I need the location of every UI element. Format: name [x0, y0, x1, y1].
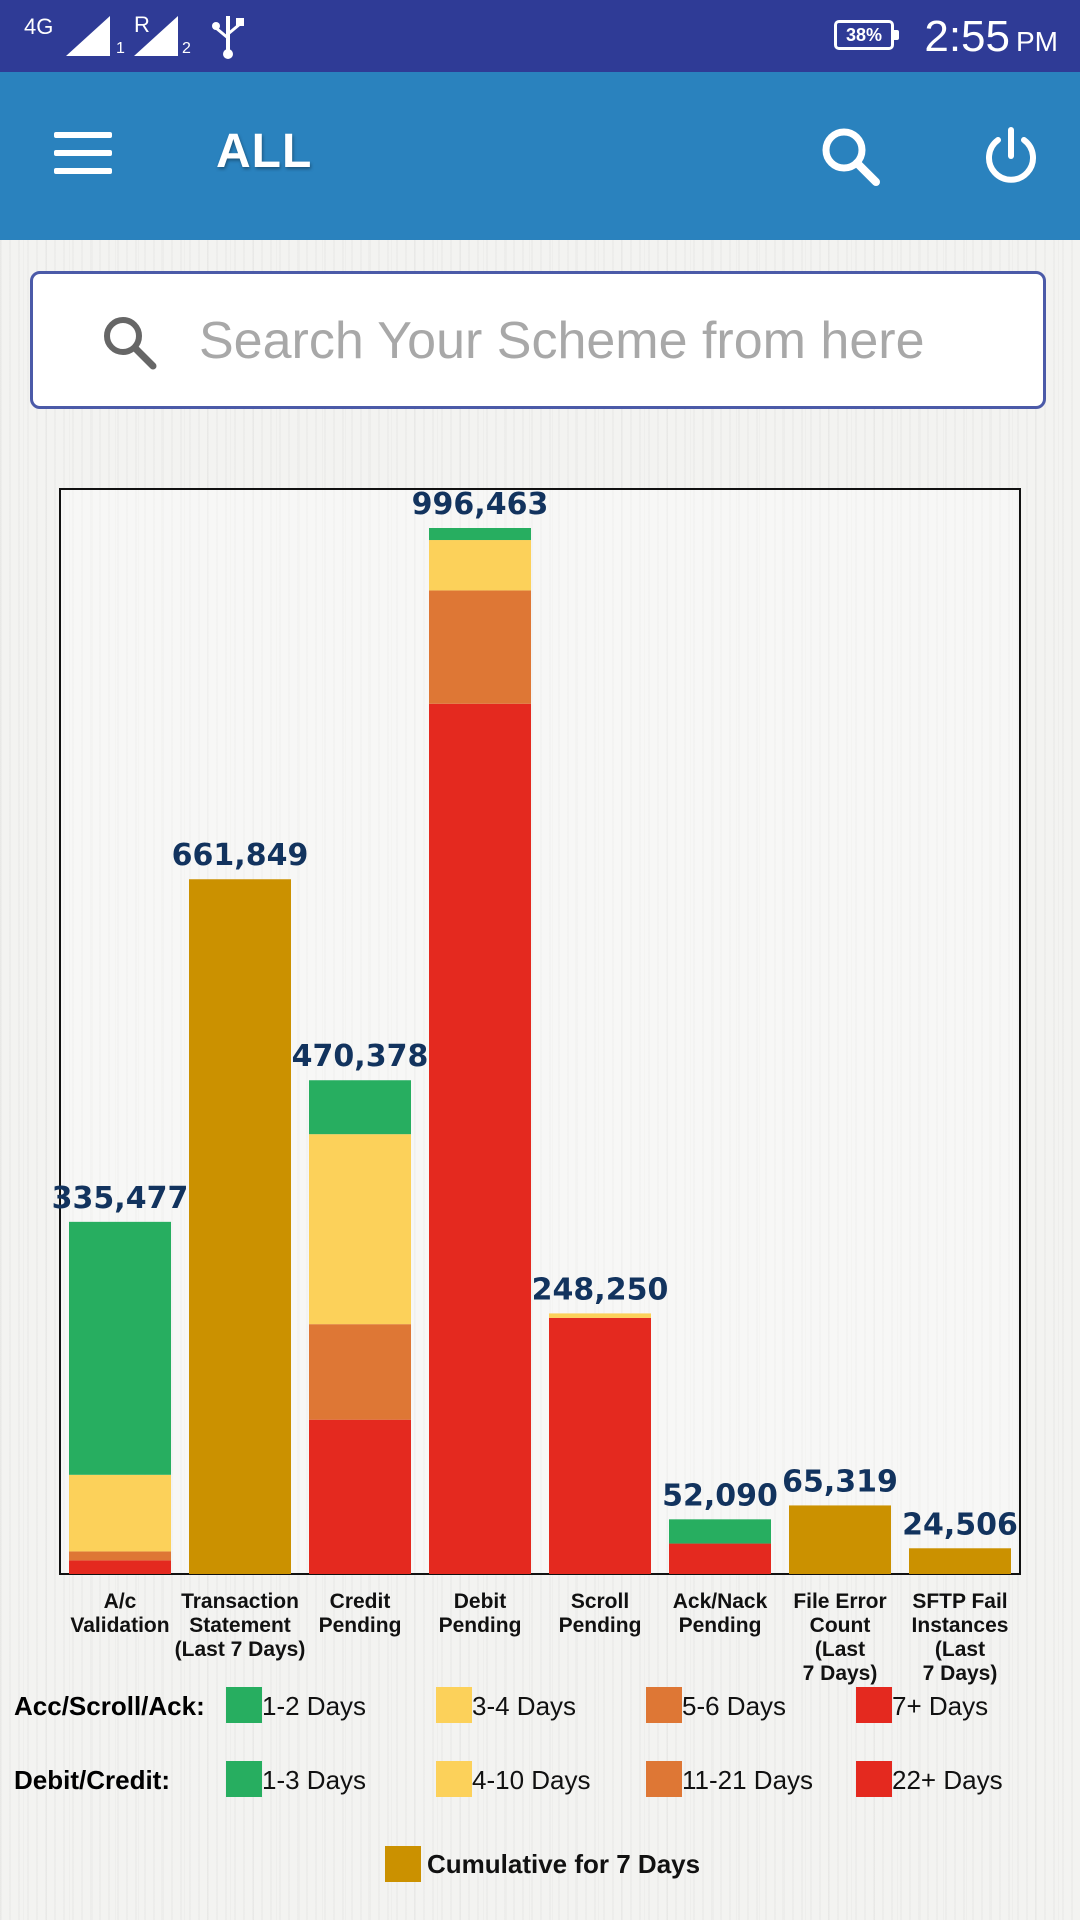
signal-sim1-icon	[66, 16, 110, 56]
bar-total-label: 996,463	[412, 487, 549, 522]
bar-segment-2-2[interactable]	[309, 1134, 411, 1325]
bar-segment-4-0[interactable]	[549, 1317, 651, 1574]
battery-icon: 38%	[834, 20, 899, 50]
bar-segment-3-1[interactable]	[429, 590, 531, 704]
bar-segment-2-3[interactable]	[309, 1080, 411, 1135]
power-icon[interactable]	[976, 122, 1046, 192]
legend-label: 22+ Days	[892, 1765, 1003, 1795]
category-label: 7 Days)	[923, 1662, 998, 1685]
app-bar: ALL	[0, 72, 1080, 240]
bar-total-label: 248,250	[532, 1272, 669, 1307]
legend-label: 1-2 Days	[262, 1691, 367, 1721]
category-label: Count	[810, 1614, 871, 1637]
bar-segment-3-0[interactable]	[429, 703, 531, 1574]
legend-swatch	[226, 1687, 262, 1723]
bar-segment-2-1[interactable]	[309, 1324, 411, 1420]
clock-ampm: PM	[1016, 26, 1058, 57]
category-label: 7 Days)	[803, 1662, 878, 1685]
bar-segment-4-1[interactable]	[549, 1313, 651, 1318]
scheme-search-input[interactable]	[197, 296, 1021, 386]
usb-icon	[212, 16, 244, 59]
category-label: Validation	[70, 1614, 169, 1637]
category-label: Ack/Nack	[673, 1590, 768, 1613]
category-label: Pending	[439, 1614, 522, 1637]
category-label: Scroll	[571, 1590, 629, 1613]
bar-total-label: 335,477	[52, 1181, 189, 1216]
search-field-icon	[104, 317, 157, 370]
legend-swatch	[856, 1687, 892, 1723]
legend-swatch	[856, 1761, 892, 1797]
sim2-label: 2	[182, 40, 191, 57]
roaming-label: R	[134, 12, 150, 37]
signal-sim2-icon	[134, 16, 178, 56]
legend-label: 1-3 Days	[262, 1765, 367, 1795]
category-label: Credit	[330, 1590, 391, 1613]
pending-chart: 335,477 A/c Validation 661,849 Transaction St…	[0, 480, 1080, 1920]
legend-label: 3-4 Days	[472, 1691, 577, 1721]
bar-segment-5-1[interactable]	[669, 1519, 771, 1544]
legend-group-title: Debit/Credit:	[14, 1765, 170, 1795]
category-label: Transaction	[181, 1590, 299, 1613]
bar-segment-7-0[interactable]	[909, 1548, 1011, 1574]
legend-label: 11-21 Days	[682, 1765, 814, 1795]
legend-swatch	[436, 1687, 472, 1723]
bar-segment-3-3[interactable]	[429, 528, 531, 541]
category-label: Pending	[679, 1614, 762, 1637]
bar-total-label: 24,506	[902, 1507, 1018, 1542]
legend-label-cumulative: Cumulative for 7 Days	[427, 1849, 701, 1879]
category-label: Instances	[912, 1614, 1009, 1637]
category-label: Pending	[319, 1614, 402, 1637]
bar-segment-5-0[interactable]	[669, 1543, 771, 1574]
legend-swatch	[646, 1687, 682, 1723]
status-bar: 4G 1 R 2 38% 2:55 PM	[0, 0, 1080, 72]
bar-segment-0-1[interactable]	[69, 1551, 171, 1561]
category-label: Debit	[454, 1590, 507, 1613]
category-label: (Last	[815, 1638, 865, 1661]
category-label: A/c	[104, 1590, 137, 1613]
bar-total-label: 52,090	[662, 1478, 778, 1513]
category-label: Pending	[559, 1614, 642, 1637]
category-label: (Last 7 Days)	[175, 1638, 306, 1661]
page-title: ALL	[216, 125, 313, 178]
bar-total-label: 470,378	[292, 1039, 429, 1074]
legend-label: 7+ Days	[892, 1691, 989, 1721]
bar-segment-0-3[interactable]	[69, 1221, 171, 1475]
legend-swatch	[226, 1761, 262, 1797]
legend-label: 5-6 Days	[682, 1691, 787, 1721]
bar-segment-3-2[interactable]	[429, 540, 531, 591]
legend-swatch	[436, 1761, 472, 1797]
category-label: (Last	[935, 1638, 985, 1661]
legend-group-title: Acc/Scroll/Ack:	[14, 1691, 205, 1721]
clock-time: 2:55	[924, 12, 1010, 61]
bar-segment-2-0[interactable]	[309, 1419, 411, 1574]
legend-label: 4-10 Days	[472, 1765, 591, 1795]
clock: 2:55 PM	[924, 12, 1058, 62]
bar-total-label: 65,319	[782, 1464, 898, 1499]
bar-segment-0-2[interactable]	[69, 1474, 171, 1552]
category-label: Statement	[189, 1614, 291, 1637]
hamburger-menu-icon[interactable]	[54, 132, 112, 174]
search-icon[interactable]	[816, 122, 886, 192]
battery-level: 38%	[845, 25, 883, 45]
scheme-search-box[interactable]	[30, 271, 1046, 409]
bar-segment-6-0[interactable]	[789, 1505, 891, 1574]
category-label: File Error	[793, 1590, 886, 1613]
network-type: 4G	[24, 14, 54, 39]
sim1-label: 1	[116, 40, 125, 57]
legend-swatch	[646, 1761, 682, 1797]
bar-total-label: 661,849	[172, 838, 309, 873]
bar-segment-0-0[interactable]	[69, 1560, 171, 1574]
legend-swatch-cumulative	[385, 1846, 421, 1882]
category-label: SFTP Fail	[912, 1590, 1007, 1613]
bar-segment-1-0[interactable]	[189, 879, 291, 1574]
